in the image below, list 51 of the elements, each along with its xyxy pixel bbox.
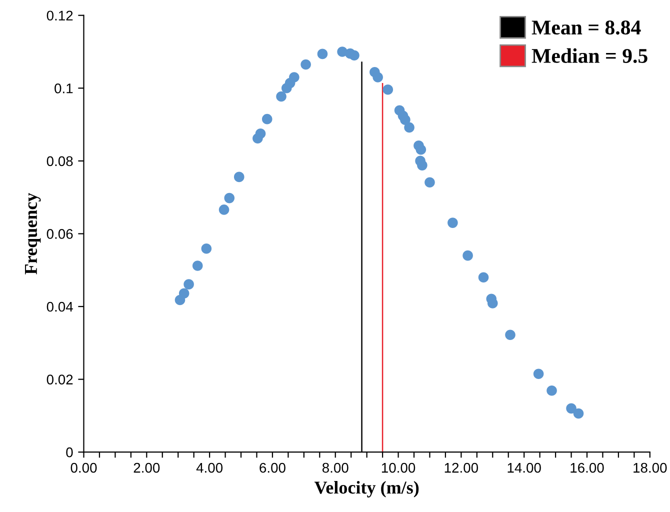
point [533, 368, 544, 379]
point [417, 160, 428, 170]
point [218, 204, 230, 215]
point [178, 288, 190, 299]
point [289, 72, 300, 82]
x-tick-label: 2.00 [134, 462, 160, 473]
point [505, 330, 516, 340]
point [416, 144, 426, 155]
point [424, 177, 435, 188]
point [201, 244, 212, 254]
x-tick-label: 16.00 [570, 462, 604, 473]
legend-label: Median = 9.5 [532, 48, 648, 64]
point [404, 122, 414, 133]
x-tick-label: 0.00 [70, 462, 97, 473]
point [573, 408, 584, 419]
point [400, 114, 410, 125]
point [184, 279, 194, 290]
point [478, 272, 489, 283]
point [462, 250, 473, 261]
x-tick-label: 10.00 [382, 462, 416, 473]
y-tick-label: 0.06 [46, 229, 73, 239]
point [300, 59, 311, 70]
point [546, 385, 557, 396]
point [566, 403, 576, 414]
y-tick-label: 0.08 [46, 156, 73, 166]
y-tick-label: 0.02 [46, 374, 73, 384]
x-tick-label: 12.00 [444, 462, 478, 473]
y-tick-label: 0.04 [46, 302, 73, 312]
point [487, 298, 498, 308]
point [224, 192, 235, 204]
point [382, 84, 394, 95]
point [276, 91, 286, 102]
y-tick-label: 0.1 [54, 83, 73, 94]
point [192, 260, 203, 271]
point [349, 50, 360, 61]
legend-label: Mean = 8.84 [532, 20, 641, 35]
point [448, 218, 458, 228]
x-tick-label: 14.00 [508, 462, 541, 473]
x-axis-title: Velocity (m/s) [314, 481, 419, 498]
point [372, 72, 383, 82]
x-tick-label: 6.00 [260, 462, 286, 473]
x-tick-label: 18.00 [634, 462, 667, 473]
point [234, 172, 244, 182]
y-tick-label: 0.12 [46, 10, 73, 21]
point [317, 48, 328, 60]
y-tick-label: 0 [66, 447, 73, 458]
y-axis-title: Frequency [25, 192, 41, 274]
point [262, 114, 272, 124]
x-tick-label: 8.00 [322, 462, 348, 473]
point [255, 128, 266, 139]
x-tick-label: 4.00 [196, 462, 223, 473]
